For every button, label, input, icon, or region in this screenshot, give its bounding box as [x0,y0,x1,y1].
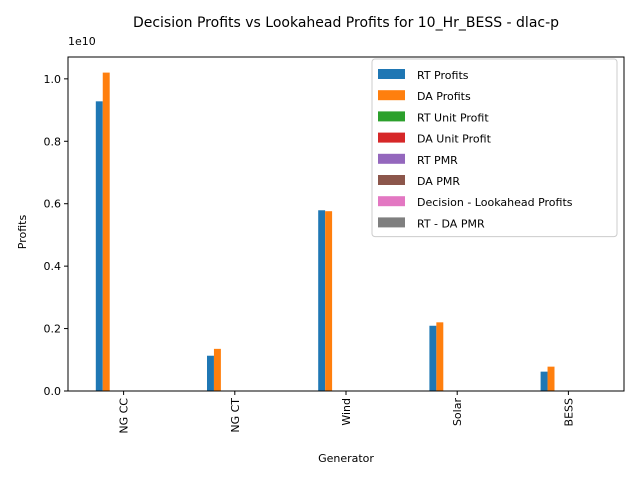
bar-solar-series-1 [436,322,444,391]
y-tick-label: 0.0 [44,385,62,398]
legend-swatch [378,69,405,79]
legend-label: RT Profits [417,69,469,82]
y-axis-offset-label: 1e10 [68,35,96,48]
bar-ng-ct-series-1 [213,348,221,391]
y-tick-label: 0.8 [44,135,62,148]
bar-bess-series-1 [547,366,555,391]
bar-solar-series-0 [429,325,437,391]
x-tick-label: NG CT [229,398,242,433]
legend-swatch [378,111,405,122]
legend-box [371,58,618,238]
legend-label: Decision - Lookahead Profits [417,196,573,209]
bar-bess-series-0 [540,371,548,391]
legend-swatch [378,90,405,101]
legend-label: RT PMR [417,154,458,167]
y-axis-ticks: 0.0 0.2 0.4 0.6 0.8 1.0 [44,73,68,398]
bar-ng-ct-series-0 [207,355,214,391]
legend-label: RT - DA PMR [417,217,485,230]
bar-wind-series-1 [325,211,333,391]
x-tick-label: BESS [562,398,575,426]
legend-swatch [378,175,405,185]
legend: RT Profits DA Profits RT Unit Profit DA Uni… [371,58,618,238]
legend-swatch [378,132,405,143]
bar-wind-series-0 [318,210,326,391]
x-tick-label: Solar [451,398,464,427]
legend-swatch [378,217,405,228]
bar-ng-cc-series-1 [102,72,110,392]
x-tick-label: Wind [340,398,353,426]
y-axis-label: Profits [16,215,29,250]
y-tick-label: 0.4 [44,260,62,273]
x-axis-ticks: NG CC NG CT Wind Solar BESS [118,391,575,434]
legend-label: RT Unit Profit [417,111,489,124]
x-axis-label: Generator [318,452,374,465]
y-tick-label: 0.2 [44,323,62,336]
legend-swatch [378,196,405,207]
legend-swatch [378,153,405,164]
legend-label: DA Profits [417,90,471,103]
legend-label: DA PMR [417,175,460,188]
legend-label: DA Unit Profit [417,133,492,146]
x-tick-label: NG CC [118,398,131,434]
y-tick-label: 1.0 [44,73,62,86]
y-tick-label: 0.6 [44,198,62,211]
chart-title: Decision Profits vs Lookahead Profits fo… [133,15,559,31]
bar-ng-cc-series-0 [95,101,103,391]
bars-group [95,72,555,392]
